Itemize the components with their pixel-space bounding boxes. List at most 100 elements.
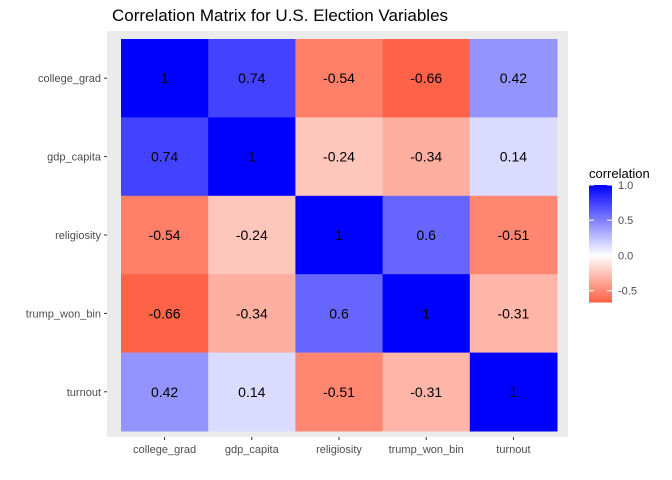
cell-value-label: 1 — [510, 384, 518, 400]
heatmap-cell — [121, 352, 209, 432]
heatmap-cell — [469, 117, 558, 197]
heatmap-cell — [208, 274, 296, 354]
heatmap-cell — [208, 352, 296, 432]
heatmap-cell — [382, 39, 471, 118]
heatmap-cell — [469, 195, 558, 275]
cell-value-label: -0.24 — [323, 149, 355, 165]
legend-colorbar-segment — [589, 233, 612, 237]
cell-value-label: -0.34 — [236, 305, 268, 321]
legend-colorbar-segment — [589, 224, 612, 227]
legend-colorbar-segment — [589, 253, 612, 256]
x-tick-label: trump_won_bin — [389, 444, 464, 456]
cell-value-label: 1 — [161, 70, 169, 86]
legend: correlation 1.0 0.5 0.0 -0.5 — [589, 166, 650, 303]
legend-colorbar-segment — [589, 227, 612, 231]
heatmap-cell — [382, 195, 471, 275]
cell-value-label: 0.14 — [238, 384, 265, 400]
legend-colorbar-segment — [589, 274, 612, 278]
cell-value-label: -0.51 — [497, 227, 529, 243]
y-tick-label: college_grad — [38, 73, 101, 85]
x-tick-label: turnout — [496, 444, 530, 456]
heatmap-cell — [382, 117, 471, 197]
cell-value-label: 1 — [248, 149, 256, 165]
cell-value-label: 0.74 — [151, 149, 178, 165]
legend-colorbar-segment — [589, 296, 612, 299]
cell-value-label: -0.31 — [497, 305, 529, 321]
legend-colorbar-segment — [589, 194, 612, 198]
cell-value-label: -0.24 — [236, 227, 268, 243]
cell-value-label: 0.6 — [329, 305, 349, 321]
legend-colorbar-segment — [589, 263, 612, 266]
legend-colorbar-segment — [589, 198, 612, 202]
y-tick-label: turnout — [67, 387, 101, 399]
legend-colorbar-segment — [589, 245, 612, 248]
heatmap-cell — [295, 117, 384, 197]
cell-value-label: 1 — [335, 227, 343, 243]
legend-tick-label: -0.5 — [618, 286, 637, 298]
legend-colorbar-segment — [589, 292, 612, 295]
heatmap-cells — [121, 39, 558, 432]
legend-colorbar-segment — [589, 255, 612, 258]
heatmap-cell — [208, 39, 296, 118]
legend-colorbar-segment — [589, 286, 612, 289]
legend-colorbar-segment — [589, 276, 612, 280]
x-axis: college_grad gdp_capita religiosity trump_w… — [133, 437, 531, 456]
legend-colorbar-segment — [589, 208, 612, 211]
legend-colorbar-segment — [589, 280, 612, 284]
legend-colorbar-segment — [589, 185, 612, 188]
heatmap-cell — [469, 274, 558, 354]
heatmap-cell — [382, 352, 471, 432]
heatmap-cell-labels: 1 0.74 -0.54 -0.66 0.42 0.74 1 -0.24 -0.34 0.14 -0… — [149, 70, 530, 400]
legend-tick-label: 0.5 — [618, 215, 633, 227]
legend-colorbar-segment — [589, 278, 612, 282]
legend-colorbar-segment — [589, 225, 612, 229]
legend-colorbar-segment — [589, 220, 612, 223]
legend-colorbar-segment — [589, 237, 612, 241]
legend-colorbar-segment — [589, 212, 612, 215]
legend-colorbar-segment — [589, 214, 612, 217]
legend-colorbar-segment — [589, 264, 612, 268]
cell-value-label: -0.51 — [323, 384, 355, 400]
legend-colorbar-segment — [589, 268, 612, 272]
legend-colorbar-segment — [589, 241, 612, 245]
cell-value-label: -0.66 — [410, 70, 442, 86]
cell-value-label: 0.74 — [238, 70, 265, 86]
legend-tick-label: 0.0 — [618, 250, 633, 262]
legend-colorbar-segment — [589, 222, 612, 225]
legend-tick-label: 1.0 — [618, 180, 633, 192]
legend-colorbar-segment — [589, 257, 612, 260]
legend-colorbar-segment — [589, 216, 612, 219]
y-tick-label: trump_won_bin — [26, 308, 101, 320]
legend-colorbar-segment — [589, 284, 612, 287]
cell-value-label: 0.42 — [151, 384, 178, 400]
heatmap-cell — [121, 117, 209, 197]
cell-value-label: 0.6 — [416, 227, 436, 243]
legend-colorbar-segment — [589, 204, 612, 208]
legend-colorbar-segment — [589, 188, 612, 192]
heatmap-cell — [469, 39, 558, 118]
legend-colorbar-segment — [589, 192, 612, 196]
legend-colorbar-segment — [589, 229, 612, 233]
heatmap-cell — [208, 117, 296, 197]
heatmap-cell — [295, 274, 384, 354]
legend-colorbar-segment — [589, 266, 612, 270]
legend-colorbar-segment — [589, 298, 612, 301]
y-tick-label: gdp_capita — [47, 152, 102, 164]
cell-value-label: 1 — [422, 305, 430, 321]
heatmap-cell — [121, 274, 209, 354]
cell-value-label: -0.34 — [410, 149, 442, 165]
heatmap-cell — [382, 274, 471, 354]
legend-colorbar-segment — [589, 196, 612, 200]
legend-colorbar-segment — [589, 251, 612, 254]
cell-value-label: 0.42 — [500, 70, 527, 86]
chart-title: Correlation Matrix for U.S. Election Var… — [112, 6, 448, 25]
cell-value-label: -0.54 — [149, 227, 181, 243]
legend-colorbar-segment — [589, 259, 612, 262]
legend-title: correlation — [589, 166, 650, 181]
x-tick-label: college_grad — [133, 444, 196, 456]
cell-value-label: -0.31 — [410, 384, 442, 400]
legend-colorbar-segment — [589, 290, 612, 293]
legend-colorbar-segment — [589, 200, 612, 204]
legend-colorbar-segment — [589, 247, 612, 250]
